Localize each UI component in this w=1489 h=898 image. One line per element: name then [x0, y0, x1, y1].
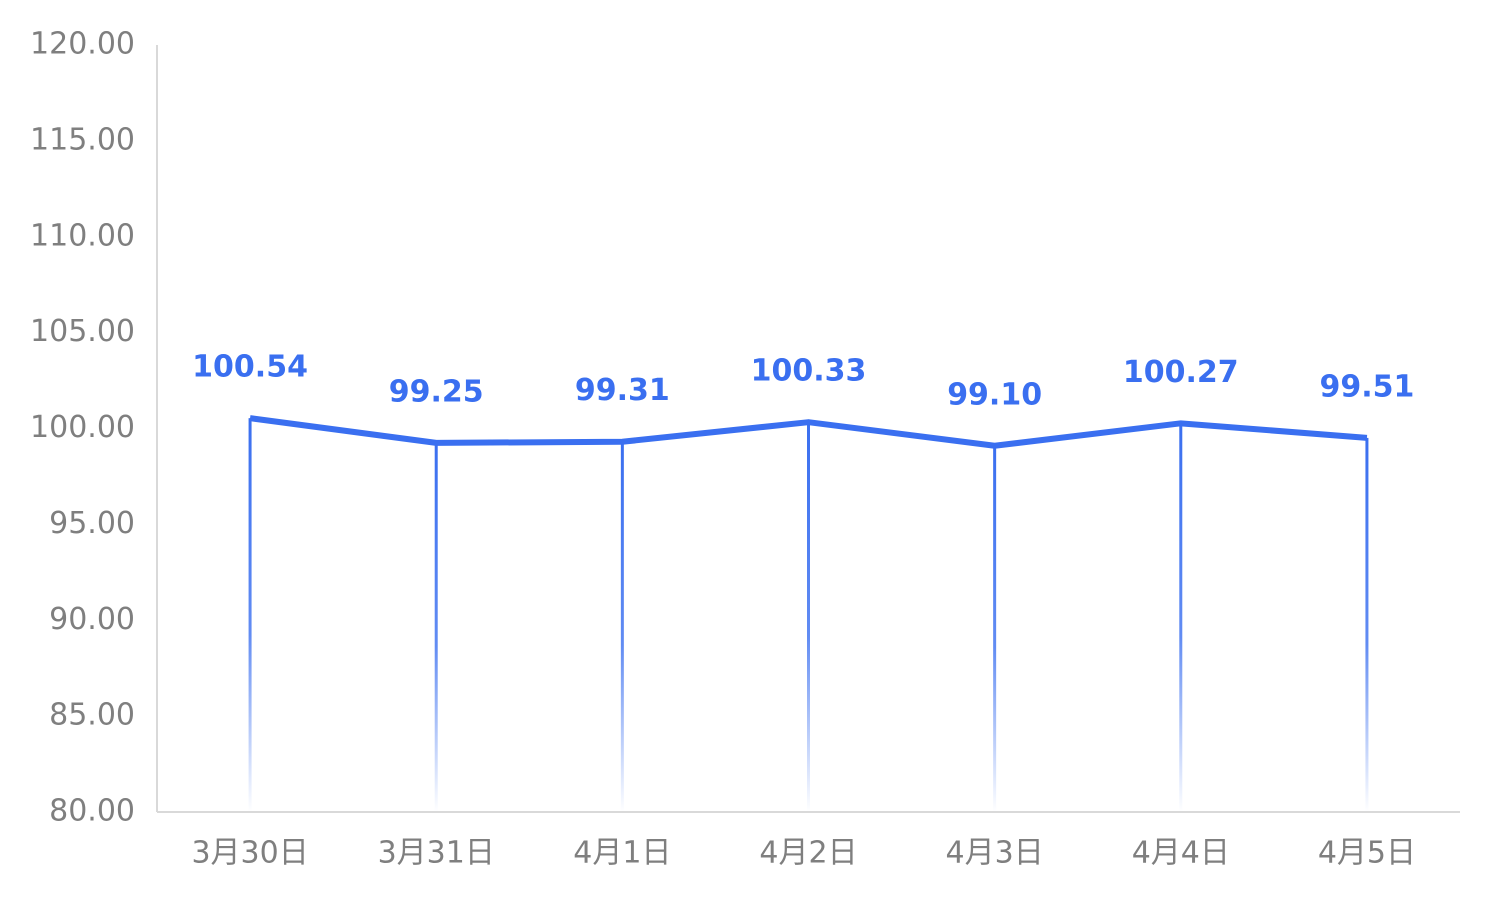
- y-tick-label: 80.00: [49, 794, 135, 829]
- y-tick-label: 110.00: [30, 218, 135, 253]
- y-tick-label: 95.00: [49, 506, 135, 541]
- data-label: 99.31: [575, 373, 670, 408]
- x-tick-label: 4月1日: [573, 836, 671, 871]
- data-label: 99.51: [1319, 369, 1414, 404]
- drop-line: [1179, 423, 1183, 812]
- data-label: 100.27: [1123, 355, 1239, 390]
- drop-line: [620, 441, 624, 812]
- data-label: 99.10: [947, 377, 1042, 412]
- x-tick-label: 3月30日: [191, 836, 308, 871]
- data-label: 100.54: [192, 350, 308, 385]
- y-tick-label: 115.00: [30, 122, 135, 157]
- x-tick-label: 4月5日: [1318, 836, 1416, 871]
- data-label: 100.33: [751, 354, 867, 389]
- x-tick-label: 4月3日: [946, 836, 1044, 871]
- series-line: [249, 415, 1368, 449]
- y-tick-label: 120.00: [30, 27, 135, 62]
- drop-line: [248, 418, 252, 812]
- drop-line: [807, 422, 810, 812]
- drop-line: [1365, 437, 1369, 812]
- y-tick-label: 85.00: [49, 698, 135, 733]
- x-tick-label: 3月31日: [378, 836, 495, 871]
- drop-line: [434, 442, 438, 812]
- y-tick-label: 100.00: [30, 410, 135, 445]
- x-tick-label: 4月4日: [1132, 836, 1230, 871]
- y-tick-label: 90.00: [49, 602, 135, 637]
- drop-line: [993, 445, 997, 812]
- data-label: 99.25: [389, 374, 484, 409]
- x-tick-label: 4月2日: [759, 836, 857, 871]
- y-tick-label: 105.00: [30, 314, 135, 349]
